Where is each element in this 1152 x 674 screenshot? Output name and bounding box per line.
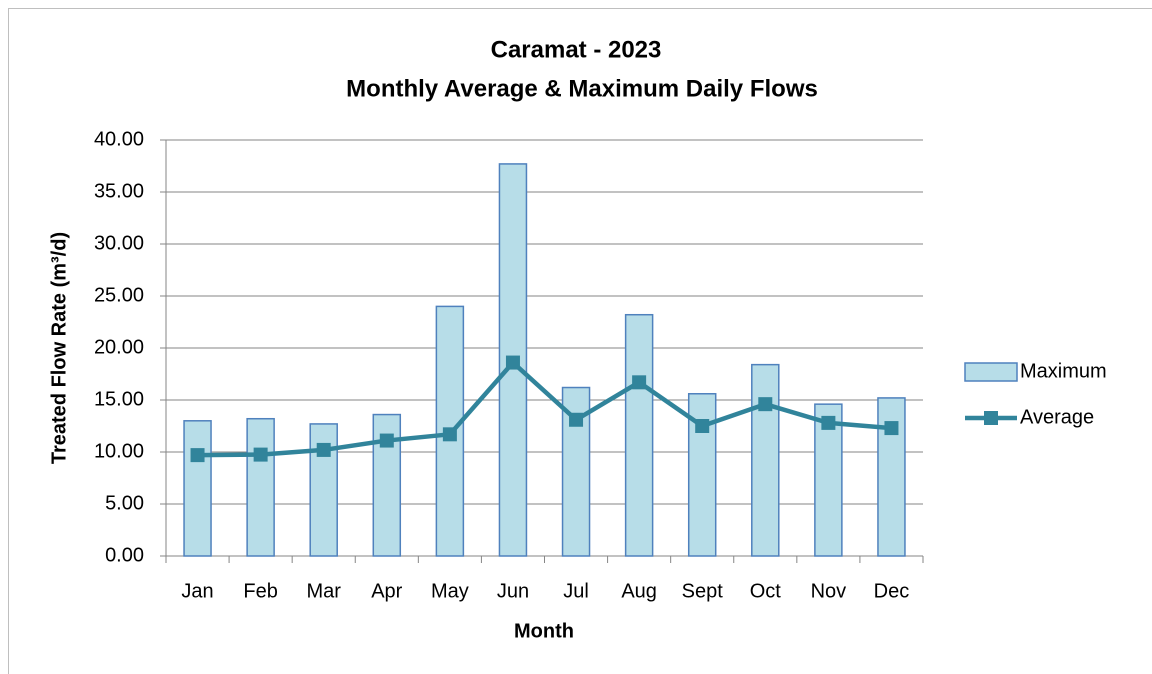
marker: [884, 421, 899, 436]
x-tick-label: Nov: [811, 580, 847, 602]
legend-swatch: [964, 362, 1018, 382]
y-tick-label: 5.00: [105, 492, 144, 514]
y-axis-label: Treated Flow Rate (m³/d): [48, 232, 70, 464]
marker: [505, 355, 520, 370]
marker: [569, 412, 584, 427]
legend-label: Maximum: [1020, 360, 1107, 382]
chart-subtitle: Monthly Average & Maximum Daily Flows: [346, 75, 818, 102]
legend-marker: [984, 411, 998, 425]
y-tick-label: 30.00: [94, 232, 144, 254]
marker: [758, 397, 773, 412]
x-tick-label: Jul: [563, 580, 589, 602]
x-tick-label: Jan: [181, 580, 213, 602]
y-tick-label: 40.00: [94, 128, 144, 150]
bar: [624, 313, 654, 557]
marker: [632, 375, 647, 390]
marker: [379, 433, 394, 448]
y-tick-label: 20.00: [94, 336, 144, 358]
x-tick-label: Apr: [371, 580, 402, 602]
marker: [190, 448, 205, 463]
marker: [821, 415, 836, 430]
bar: [309, 423, 338, 557]
y-tick-label: 25.00: [94, 284, 144, 306]
x-tick-label: May: [431, 580, 469, 602]
chart-border: [8, 8, 1152, 674]
x-tick-label: Jun: [497, 580, 529, 602]
x-axis-label: Month: [514, 620, 574, 642]
marker: [442, 427, 457, 442]
x-tick-label: Sept: [682, 580, 724, 602]
marker: [695, 419, 710, 433]
bar: [751, 363, 780, 557]
marker: [253, 447, 268, 462]
chart-title: Caramat - 2023: [491, 36, 662, 63]
y-tick-label: 35.00: [94, 180, 144, 202]
y-tick-label: 10.00: [94, 440, 144, 462]
x-tick-label: Oct: [750, 580, 782, 602]
x-tick-label: Aug: [621, 580, 657, 602]
line: [197, 360, 892, 458]
y-tick-label: 0.00: [105, 544, 144, 566]
x-tick-label: Mar: [306, 580, 341, 602]
marker: [316, 442, 331, 457]
y-tick-label: 15.00: [94, 388, 144, 410]
bar: [183, 420, 212, 557]
bar: [246, 417, 275, 557]
x-tick-label: Feb: [243, 580, 277, 602]
legend-label: Average: [1020, 406, 1094, 428]
x-tick-label: Dec: [874, 580, 910, 602]
